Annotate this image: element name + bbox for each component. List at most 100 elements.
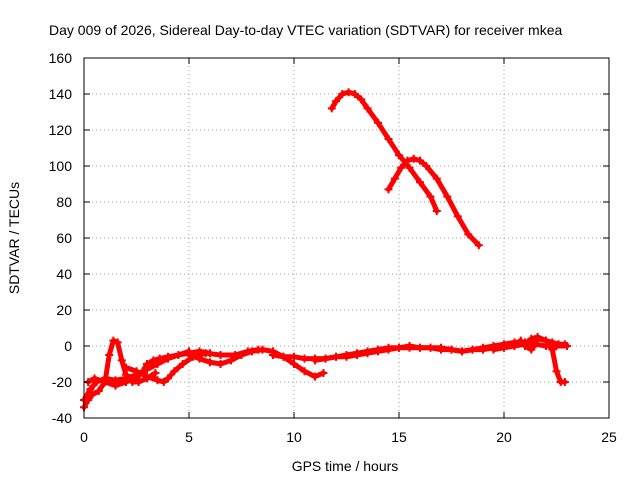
data-point bbox=[353, 349, 361, 358]
x-tick-label: 20 bbox=[496, 429, 512, 445]
data-point bbox=[164, 352, 172, 361]
y-tick-label: 80 bbox=[56, 194, 72, 210]
y-tick-label: 40 bbox=[56, 266, 72, 282]
data-point bbox=[151, 369, 160, 377]
data-point bbox=[101, 378, 109, 386]
data-point bbox=[111, 381, 120, 390]
data-point bbox=[300, 367, 309, 376]
data-point bbox=[437, 343, 445, 352]
data-point bbox=[374, 118, 382, 127]
data-point bbox=[311, 372, 319, 381]
data-point bbox=[164, 374, 172, 383]
data-point bbox=[384, 343, 393, 352]
data-point bbox=[533, 333, 542, 341]
data-point bbox=[185, 351, 193, 359]
data-point bbox=[321, 354, 330, 363]
y-tick-label: -40 bbox=[52, 410, 72, 426]
data-point bbox=[464, 230, 473, 239]
data-point bbox=[426, 343, 435, 352]
series-sat-h bbox=[489, 334, 569, 386]
data-point bbox=[403, 156, 412, 165]
x-tick-label: 0 bbox=[80, 429, 88, 445]
data-point bbox=[269, 351, 277, 359]
data-point bbox=[560, 378, 569, 386]
y-tick-label: 100 bbox=[49, 158, 73, 174]
data-point bbox=[155, 354, 164, 363]
data-point bbox=[521, 340, 529, 349]
data-point bbox=[132, 374, 141, 383]
data-point bbox=[447, 345, 456, 354]
data-point bbox=[248, 347, 256, 356]
data-point bbox=[458, 347, 466, 356]
data-point bbox=[416, 343, 424, 352]
axis-ticks: 0 5 10 15 20 25 -40 -20 0 20 40 60 80 100 120 140 160 bbox=[49, 50, 617, 445]
data-point bbox=[319, 369, 328, 377]
data-point bbox=[468, 345, 477, 354]
y-tick-label: 20 bbox=[56, 302, 72, 318]
data-point bbox=[416, 178, 424, 187]
x-tick-label: 15 bbox=[391, 429, 407, 445]
data-point bbox=[300, 354, 309, 363]
data-point bbox=[159, 378, 168, 386]
data-point bbox=[453, 212, 462, 221]
data-point bbox=[290, 360, 298, 368]
data-point bbox=[548, 345, 557, 354]
data-point bbox=[113, 338, 122, 347]
data-point bbox=[216, 351, 225, 359]
data-point bbox=[405, 163, 414, 172]
data-point bbox=[516, 336, 525, 345]
data-point bbox=[527, 334, 536, 343]
data-point bbox=[560, 340, 569, 349]
data-point bbox=[279, 352, 288, 361]
data-point bbox=[479, 343, 487, 352]
data-point bbox=[94, 387, 103, 395]
data-point bbox=[149, 356, 158, 365]
data-point bbox=[409, 154, 418, 163]
data-point bbox=[500, 343, 508, 352]
data-point bbox=[384, 185, 393, 194]
data-point bbox=[332, 97, 340, 106]
data-point bbox=[117, 356, 126, 365]
data-point bbox=[258, 345, 267, 354]
data-point bbox=[474, 241, 483, 250]
data-point bbox=[143, 360, 151, 368]
data-point bbox=[143, 372, 151, 381]
y-tick-label: 0 bbox=[64, 338, 72, 354]
data-point bbox=[422, 162, 431, 170]
data-point bbox=[527, 345, 536, 354]
y-tick-label: 120 bbox=[49, 122, 73, 138]
series-sat-k bbox=[384, 154, 483, 250]
data-point bbox=[201, 349, 210, 358]
data-point bbox=[510, 340, 519, 349]
data-point bbox=[397, 163, 406, 172]
data-point bbox=[363, 347, 372, 356]
data-point bbox=[374, 345, 382, 354]
data-point bbox=[122, 378, 130, 386]
y-tick-label: 160 bbox=[49, 50, 73, 66]
data-point bbox=[174, 351, 183, 359]
data-point bbox=[237, 351, 246, 359]
data-point bbox=[109, 336, 118, 345]
data-point bbox=[90, 374, 99, 383]
series-sat-j bbox=[327, 88, 441, 215]
series-line bbox=[329, 89, 440, 214]
data-point bbox=[122, 363, 130, 372]
data-point bbox=[170, 367, 179, 376]
data-point bbox=[548, 338, 557, 347]
data-point bbox=[443, 192, 452, 201]
data-point bbox=[332, 352, 340, 361]
data-point bbox=[311, 356, 319, 365]
data-point bbox=[338, 90, 347, 98]
data-point bbox=[216, 360, 225, 368]
chart-title: Day 009 of 2026, Sidereal Day-to-day VTE… bbox=[49, 22, 562, 38]
data-point bbox=[327, 104, 336, 113]
y-tick-label: 140 bbox=[49, 86, 73, 102]
data-point bbox=[416, 156, 424, 165]
data-point bbox=[344, 88, 353, 97]
series-line bbox=[386, 156, 482, 248]
data-point bbox=[350, 90, 359, 98]
data-point bbox=[153, 376, 162, 385]
data-point bbox=[395, 343, 403, 352]
